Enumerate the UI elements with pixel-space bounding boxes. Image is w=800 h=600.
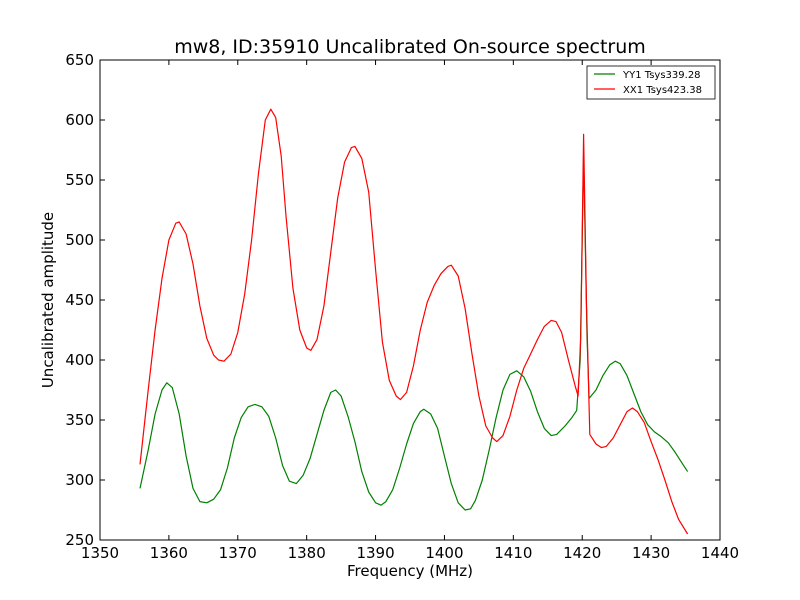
y-tick-label: 400 [65, 351, 94, 369]
x-tick-label: 1430 [632, 544, 670, 562]
x-tick-label: 1370 [219, 544, 257, 562]
y-tick-label: 300 [65, 471, 94, 489]
axis-ticks: 1350 1360 1370 1380 1390 1400 1410 1420 1430 1440… [65, 51, 739, 562]
y-tick-label: 350 [65, 411, 94, 429]
y-tick-label: 550 [65, 171, 94, 189]
y-tick-label: 450 [65, 291, 94, 309]
legend-label-1: XX1 Tsys423.38 [623, 85, 702, 96]
y-tick-label: 650 [65, 51, 94, 69]
series-line-0 [139, 155, 689, 511]
x-tick-label: 1410 [494, 544, 532, 562]
y-tick-label: 600 [65, 111, 94, 129]
y-tick-label: 500 [65, 231, 94, 249]
x-tick-label: 1350 [81, 544, 119, 562]
y-tick-label: 250 [65, 531, 94, 549]
legend: YY1 Tsys339.28 XX1 Tsys423.38 [586, 65, 716, 100]
x-tick-label: 1380 [288, 544, 326, 562]
y-axis-label: Uncalibrated amplitude [39, 212, 57, 388]
series-line-1 [139, 108, 689, 535]
x-tick-label: 1440 [701, 544, 739, 562]
chart-title: mw8, ID:35910 Uncalibrated On-source spe… [174, 36, 646, 58]
x-tick-label: 1420 [563, 544, 601, 562]
x-axis-label: Frequency (MHz) [347, 562, 473, 580]
x-tick-label: 1390 [356, 544, 394, 562]
x-tick-label: 1360 [150, 544, 188, 562]
legend-label-0: YY1 Tsys339.28 [622, 70, 701, 81]
legend-box [586, 65, 716, 100]
x-tick-label: 1400 [425, 544, 463, 562]
